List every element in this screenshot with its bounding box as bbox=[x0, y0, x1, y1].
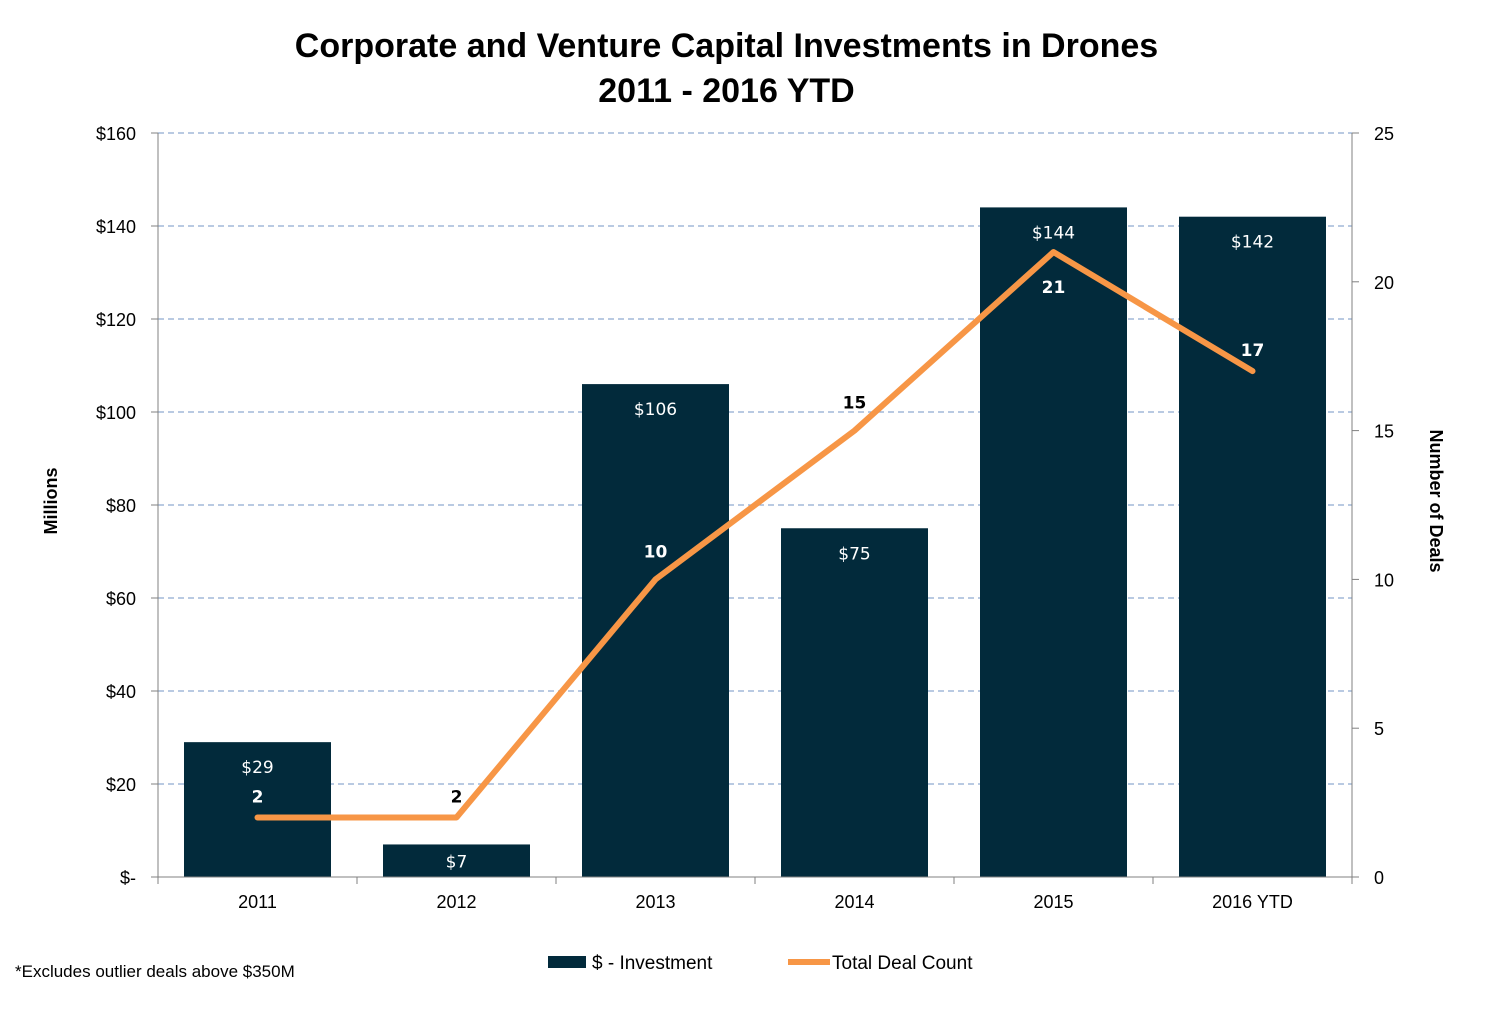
legend: $ - Investment Total Deal Count bbox=[548, 953, 973, 974]
legend-line-label: Total Deal Count bbox=[832, 953, 973, 974]
y-tick-label: $100 bbox=[96, 403, 136, 423]
x-tick-label: 2014 bbox=[834, 892, 874, 912]
y2-tick-label: 5 bbox=[1374, 719, 1384, 739]
y-tick-label: $160 bbox=[96, 124, 136, 144]
y2-tick-label: 20 bbox=[1374, 273, 1394, 293]
bar bbox=[184, 742, 331, 877]
bar-value-label: $75 bbox=[838, 544, 870, 564]
legend-bar-label: $ - Investment bbox=[592, 953, 713, 974]
line-value-label: 10 bbox=[644, 542, 668, 562]
legend-bar-swatch bbox=[548, 956, 586, 968]
y-tick-label: $40 bbox=[106, 682, 136, 702]
x-tick-label: 2015 bbox=[1033, 892, 1073, 912]
y2-tick-label: 25 bbox=[1374, 124, 1394, 144]
line-series bbox=[254, 249, 1256, 821]
gridlines bbox=[158, 132, 1352, 785]
bar bbox=[383, 844, 530, 877]
bar bbox=[781, 528, 928, 877]
chart-title: Corporate and Venture Capital Investment… bbox=[294, 27, 1159, 65]
axes: $- $20 $40 $60 $80 $100 $120 $140 $160 0 5 10 15 20 25… bbox=[41, 124, 1446, 912]
bar-value-label: $142 bbox=[1231, 233, 1274, 253]
y-axis-title: Millions bbox=[41, 468, 61, 535]
y-tick-label: $80 bbox=[106, 496, 136, 516]
x-tick-label: 2012 bbox=[436, 892, 476, 912]
y-tick-label: $- bbox=[120, 868, 136, 888]
y2-tick-label: 15 bbox=[1374, 422, 1394, 442]
y-tick-label: $120 bbox=[96, 310, 136, 330]
y2-tick-label: 10 bbox=[1374, 570, 1394, 590]
line-value-label: 2 bbox=[451, 787, 463, 807]
bar bbox=[582, 384, 729, 877]
x-tick-label: 2011 bbox=[238, 892, 277, 912]
y-tick-label: $20 bbox=[106, 775, 136, 795]
line-value-label: 15 bbox=[843, 394, 867, 414]
bar-value-label: $106 bbox=[634, 400, 677, 420]
bar-series bbox=[184, 207, 1326, 877]
y2-tick-label: 0 bbox=[1374, 868, 1384, 888]
x-tick-label: 2016 YTD bbox=[1212, 892, 1293, 912]
line-value-label: 2 bbox=[252, 787, 264, 807]
chart-subtitle: 2011 - 2016 YTD bbox=[598, 72, 855, 110]
bar-value-label: $7 bbox=[446, 853, 468, 873]
line-value-label: 17 bbox=[1241, 341, 1265, 361]
bar bbox=[980, 207, 1127, 877]
deal-count-line bbox=[254, 249, 1256, 821]
y-tick-label: $60 bbox=[106, 589, 136, 609]
footnote: *Excludes outlier deals above $350M bbox=[15, 962, 295, 981]
bar bbox=[1179, 216, 1326, 877]
y-tick-label: $140 bbox=[96, 217, 136, 237]
line-value-label: 21 bbox=[1042, 278, 1066, 298]
bar-value-label: $29 bbox=[241, 758, 273, 778]
x-tick-label: 2013 bbox=[635, 892, 675, 912]
data-labels: $29 $7 $106 $75 $144 $142 2 2 10 15 21 17 bbox=[241, 223, 1274, 872]
bar-value-label: $144 bbox=[1032, 223, 1075, 243]
y2-axis-title: Number of Deals bbox=[1426, 429, 1446, 572]
